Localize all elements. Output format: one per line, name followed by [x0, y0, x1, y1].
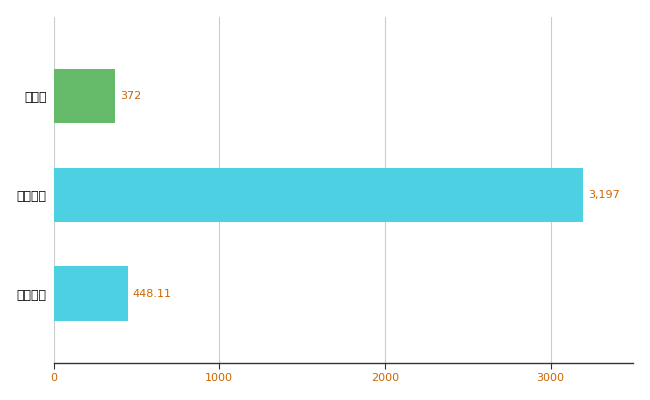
Text: 372: 372	[120, 91, 142, 101]
Bar	[53, 168, 583, 222]
Text: 3,197: 3,197	[588, 190, 620, 200]
Text: 448.11: 448.11	[133, 289, 172, 299]
Bar	[53, 69, 115, 123]
Bar	[53, 266, 128, 321]
